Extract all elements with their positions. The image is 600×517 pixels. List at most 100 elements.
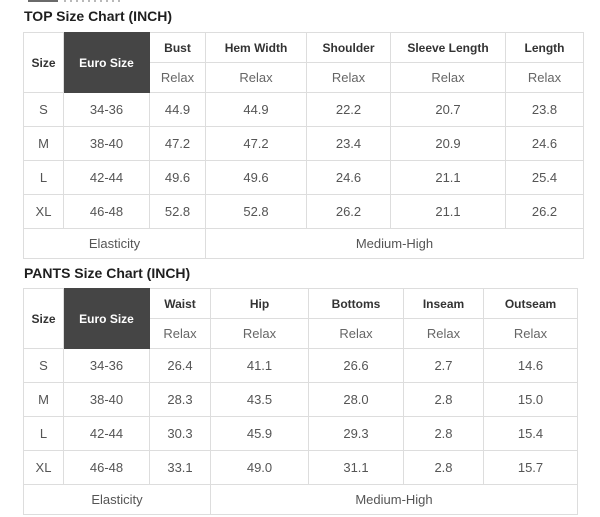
pants-fit-inseam: Relax [403, 318, 484, 349]
waist-value: 30.3 [149, 416, 211, 451]
pants-size-table: Size Euro Size Waist Hip Bottoms Inseam … [23, 288, 578, 515]
elasticity-label: Elasticity [23, 228, 206, 259]
cropped-text-fragment-solid [28, 0, 58, 2]
hem-width-value: 47.2 [205, 126, 307, 161]
top-fit-bust: Relax [149, 62, 206, 93]
length-value: 23.8 [505, 92, 584, 127]
pants-row-xl: XL 46-48 33.1 49.0 31.1 2.8 15.7 [23, 450, 578, 485]
euro-size-value: 38-40 [63, 382, 150, 417]
cropped-text-fragment-dots [64, 0, 123, 2]
hem-width-value: 49.6 [205, 160, 307, 195]
size-label: S [23, 348, 64, 383]
bust-value: 47.2 [149, 126, 206, 161]
hip-value: 45.9 [210, 416, 309, 451]
pants-fit-waist: Relax [149, 318, 211, 349]
bust-value: 49.6 [149, 160, 206, 195]
top-header-length: Length [505, 32, 584, 63]
hip-value: 43.5 [210, 382, 309, 417]
pants-header-waist: Waist [149, 288, 211, 319]
top-size-table: Size Euro Size Bust Hem Width Shoulder S… [23, 32, 584, 259]
euro-size-value: 34-36 [63, 92, 150, 127]
waist-value: 28.3 [149, 382, 211, 417]
inseam-value: 2.7 [403, 348, 484, 383]
elasticity-value: Medium-High [210, 484, 578, 515]
top-elasticity-row: Elasticity Medium-High [23, 228, 584, 259]
top-header-shoulder: Shoulder [306, 32, 391, 63]
pants-row-m: M 38-40 28.3 43.5 28.0 2.8 15.0 [23, 382, 578, 417]
bottoms-value: 31.1 [308, 450, 404, 485]
euro-size-value: 46-48 [63, 450, 150, 485]
pants-chart-title: PANTS Size Chart (INCH) [24, 265, 191, 281]
top-fit-length: Relax [505, 62, 584, 93]
top-row-l: L 42-44 49.6 49.6 24.6 21.1 25.4 [23, 160, 584, 195]
pants-header-inseam: Inseam [403, 288, 484, 319]
hem-width-value: 44.9 [205, 92, 307, 127]
inseam-value: 2.8 [403, 416, 484, 451]
length-value: 25.4 [505, 160, 584, 195]
euro-size-value: 38-40 [63, 126, 150, 161]
outseam-value: 15.7 [483, 450, 578, 485]
pants-fit-bottoms: Relax [308, 318, 404, 349]
pants-row-s: S 34-36 26.4 41.1 26.6 2.7 14.6 [23, 348, 578, 383]
bottoms-value: 29.3 [308, 416, 404, 451]
hip-value: 41.1 [210, 348, 309, 383]
pants-fit-outseam: Relax [483, 318, 578, 349]
hem-width-value: 52.8 [205, 194, 307, 229]
outseam-value: 14.6 [483, 348, 578, 383]
top-header-sleeve-length: Sleeve Length [390, 32, 506, 63]
size-label: M [23, 382, 64, 417]
top-fit-sleeve-length: Relax [390, 62, 506, 93]
sleeve-length-value: 21.1 [390, 194, 506, 229]
pants-row-l: L 42-44 30.3 45.9 29.3 2.8 15.4 [23, 416, 578, 451]
bust-value: 52.8 [149, 194, 206, 229]
sleeve-length-value: 21.1 [390, 160, 506, 195]
euro-size-value: 46-48 [63, 194, 150, 229]
top-row-m: M 38-40 47.2 47.2 23.4 20.9 24.6 [23, 126, 584, 161]
elasticity-value: Medium-High [205, 228, 584, 259]
shoulder-value: 23.4 [306, 126, 391, 161]
top-header-bust: Bust [149, 32, 206, 63]
pants-header-bottoms: Bottoms [308, 288, 404, 319]
waist-value: 33.1 [149, 450, 211, 485]
pants-fit-hip: Relax [210, 318, 309, 349]
bust-value: 44.9 [149, 92, 206, 127]
size-label: L [23, 416, 64, 451]
sleeve-length-value: 20.9 [390, 126, 506, 161]
top-row-s: S 34-36 44.9 44.9 22.2 20.7 23.8 [23, 92, 584, 127]
euro-size-value: 42-44 [63, 416, 150, 451]
top-fit-row: Relax Relax Relax Relax Relax [24, 62, 584, 93]
top-header-euro-size: Euro Size [63, 32, 150, 93]
top-fit-hem-width: Relax [205, 62, 307, 93]
inseam-value: 2.8 [403, 382, 484, 417]
size-label: S [23, 92, 64, 127]
pants-fit-row: Relax Relax Relax Relax Relax [24, 318, 578, 349]
shoulder-value: 24.6 [306, 160, 391, 195]
elasticity-label: Elasticity [23, 484, 211, 515]
pants-header-outseam: Outseam [483, 288, 578, 319]
length-value: 24.6 [505, 126, 584, 161]
euro-size-value: 34-36 [63, 348, 150, 383]
waist-value: 26.4 [149, 348, 211, 383]
length-value: 26.2 [505, 194, 584, 229]
inseam-value: 2.8 [403, 450, 484, 485]
sleeve-length-value: 20.7 [390, 92, 506, 127]
size-label: L [23, 160, 64, 195]
shoulder-value: 22.2 [306, 92, 391, 127]
size-label: XL [23, 450, 64, 485]
pants-header-euro-size: Euro Size [63, 288, 150, 349]
pants-header-row: Size Euro Size Waist Hip Bottoms Inseam … [23, 288, 578, 349]
top-fit-shoulder: Relax [306, 62, 391, 93]
shoulder-value: 26.2 [306, 194, 391, 229]
bottoms-value: 28.0 [308, 382, 404, 417]
cropped-text-fragment [28, 0, 123, 2]
top-chart-title: TOP Size Chart (INCH) [24, 8, 173, 24]
size-label: XL [23, 194, 64, 229]
pants-header-hip: Hip [210, 288, 309, 319]
hip-value: 49.0 [210, 450, 309, 485]
size-label: M [23, 126, 64, 161]
outseam-value: 15.0 [483, 382, 578, 417]
top-header-hem-width: Hem Width [205, 32, 307, 63]
bottoms-value: 26.6 [308, 348, 404, 383]
euro-size-value: 42-44 [63, 160, 150, 195]
